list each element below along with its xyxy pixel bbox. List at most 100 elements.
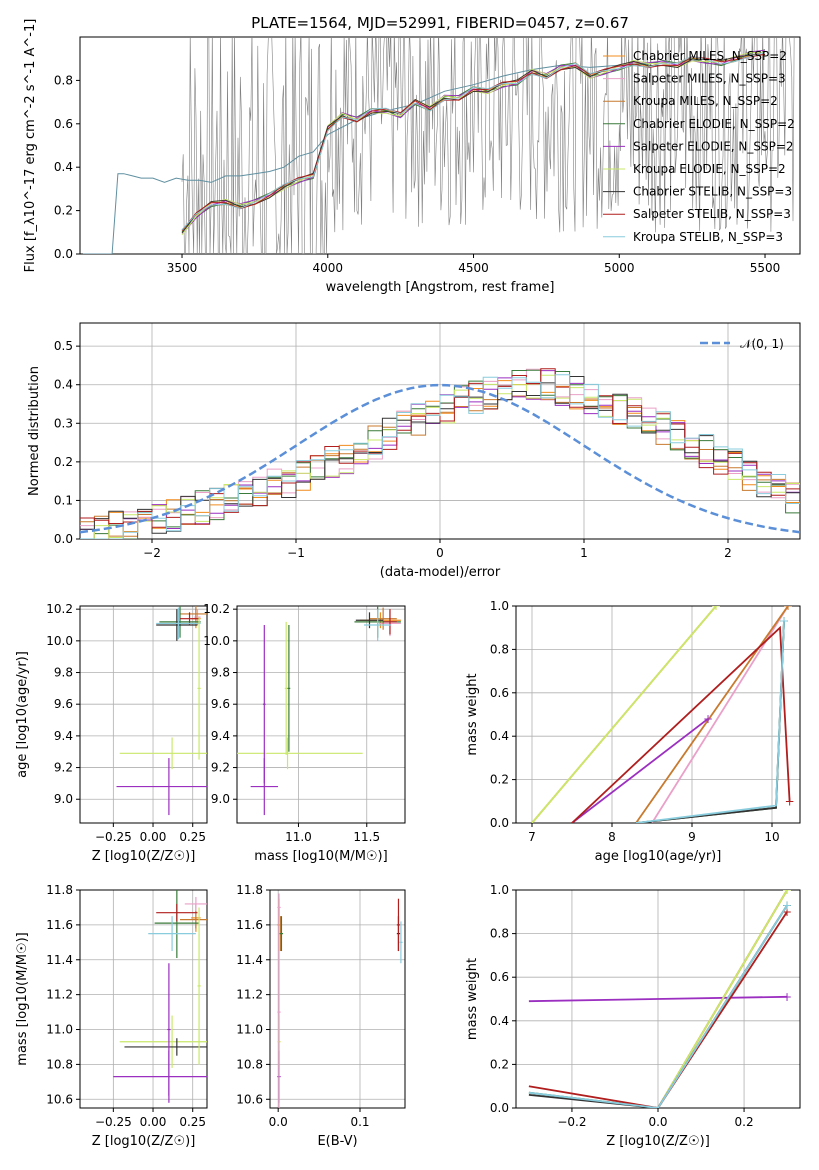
y-tick-label: 10.8 xyxy=(46,1057,73,1071)
y-tick-label: 1.0 xyxy=(490,599,509,613)
y-tick-label: 0.6 xyxy=(54,117,73,131)
x-axis-label: mass [log10(M/M☉)] xyxy=(254,849,387,864)
cumulative-line-4 xyxy=(571,718,709,823)
marker-plus: + xyxy=(711,599,721,613)
y-tick-label: 0.2 xyxy=(54,455,73,469)
panel-mass_vs_age: 11.0 11.5 9.0 9.2 9.4 9.6 9.8 10.0 10.2 mass [log… xyxy=(203,602,406,864)
axes-frame xyxy=(79,36,801,255)
y-axis-label: mass weight xyxy=(465,958,480,1040)
cumulative-line-5 xyxy=(531,606,717,823)
y-tick-label: 9.2 xyxy=(211,761,230,775)
y-tick-label: 0.8 xyxy=(54,73,73,87)
x-tick-label: 5000 xyxy=(604,261,635,275)
marker-plus: + xyxy=(703,712,713,726)
x-tick-label: −1 xyxy=(287,546,305,560)
cumulative-line-7 xyxy=(571,625,791,823)
y-tick-label: 0.6 xyxy=(490,686,509,700)
y-tick-label: 0.5 xyxy=(54,339,73,353)
legend-label: Salpeter MILES, N_SSP=3 xyxy=(633,72,786,86)
marker-plus: + xyxy=(782,883,792,897)
y-tick-label: 0.4 xyxy=(490,1014,509,1028)
model-fit-7 xyxy=(181,53,766,231)
panel-EBV_vs_mass: 0.0 0.1 10.6 10.8 11.0 11.2 11.4 11.6 11.8 E(B-V) xyxy=(236,883,406,1149)
y-tick-label: 10.6 xyxy=(236,1092,263,1106)
x-tick-label: 0 xyxy=(436,546,444,560)
y-tick-label: 0.2 xyxy=(490,773,509,787)
y-tick-label: 10.0 xyxy=(46,634,73,648)
uv-continuum-model xyxy=(82,58,707,254)
y-tick-label: 9.2 xyxy=(54,761,73,775)
y-tick-label: 10.8 xyxy=(236,1057,263,1071)
y-tick-label: 9.0 xyxy=(54,792,73,806)
y-tick-label: 0.2 xyxy=(490,1057,509,1071)
legend-label: Kroupa STELIB, N_SSP=3 xyxy=(633,230,783,244)
histogram-step-7 xyxy=(80,368,800,528)
x-tick-label: 4000 xyxy=(312,261,343,275)
y-axis-label: Normed distribution xyxy=(27,366,42,496)
y-axis-label: mass [log10(M/M☉)] xyxy=(15,932,30,1065)
x-axis-label: age [log10(age/yr)] xyxy=(595,849,722,864)
x-tick-label: 9 xyxy=(688,830,696,844)
legend-label: Chabrier STELIB, N_SSP=3 xyxy=(633,185,792,199)
y-tick-label: 0.1 xyxy=(54,493,73,507)
x-axis-label: Z [log10(Z/Z☉)] xyxy=(606,1134,710,1149)
panel-spectrum: 3500 4000 4500 5000 5500 0.0 0.2 0.4 0.6 0.8 wavel… xyxy=(23,19,801,295)
y-tick-label: 11.0 xyxy=(46,1023,73,1037)
marker-plus: + xyxy=(783,599,793,613)
y-tick-label: 11.8 xyxy=(236,883,263,897)
x-tick-label: 0.0 xyxy=(269,1115,288,1129)
axes-frame xyxy=(515,605,801,824)
legend-label: 𝒩(0, 1) xyxy=(740,337,784,351)
model-fit-6 xyxy=(181,54,766,234)
panel-Z_vs_mass: −0.25 0.00 0.25 10.6 10.8 11.0 11.2 11.4 11.6 11.… xyxy=(15,883,208,1149)
marker-plus: + xyxy=(779,614,789,628)
cumulative-line-5 xyxy=(657,890,788,1108)
x-axis-label: wavelength [Angstrom, rest frame] xyxy=(326,280,555,295)
y-tick-label: 0.4 xyxy=(54,160,73,174)
marker-plus: + xyxy=(782,883,792,897)
y-tick-label: 0.0 xyxy=(490,816,509,830)
y-tick-label: 0.0 xyxy=(54,532,73,546)
x-tick-label: 5500 xyxy=(750,261,781,275)
cumulative-line-8 xyxy=(528,904,788,1108)
marker-plus: + xyxy=(782,898,792,912)
legend-label: Chabrier MILES, N_SSP=2 xyxy=(633,49,787,63)
marker-plus: + xyxy=(783,599,793,613)
y-tick-label: 11.6 xyxy=(236,918,263,932)
y-tick-label: 11.6 xyxy=(46,918,73,932)
panel-age_cumulative: 7 8 9 10 0.0 0.2 0.4 0.6 0.8 1.0 age [log10(age/yr… xyxy=(465,599,801,864)
y-tick-label: 1.0 xyxy=(490,883,509,897)
x-tick-label: −2 xyxy=(143,546,161,560)
histogram-step-8 xyxy=(80,374,800,539)
marker-plus: + xyxy=(782,905,792,919)
y-tick-label: 9.6 xyxy=(211,697,230,711)
x-tick-label: 0.00 xyxy=(140,1115,167,1129)
x-tick-label: 3500 xyxy=(167,261,198,275)
y-tick-label: 0.0 xyxy=(54,247,73,261)
errorbar-data xyxy=(116,606,207,816)
x-tick-label: 10 xyxy=(764,830,779,844)
y-tick-label: 0.4 xyxy=(54,378,73,392)
marker-plus: + xyxy=(782,898,792,912)
x-tick-label: 0.25 xyxy=(179,830,206,844)
figure-title: PLATE=1564, MJD=52991, FIBERID=0457, z=0… xyxy=(251,14,629,32)
x-axis-label: Z [log10(Z/Z☉)] xyxy=(92,849,196,864)
y-tick-label: 0.3 xyxy=(54,416,73,430)
x-axis-label: E(B-V) xyxy=(317,1134,357,1149)
x-tick-label: 0.1 xyxy=(350,1115,369,1129)
y-tick-label: 11.4 xyxy=(236,953,263,967)
x-tick-label: 11.5 xyxy=(353,830,380,844)
axes-frame xyxy=(269,889,406,1109)
y-axis-label: Flux [f_λ10^-17 erg cm^-2 s^-1 A^-1] xyxy=(23,19,38,273)
x-tick-label: 4500 xyxy=(458,261,489,275)
normal-curve xyxy=(80,383,800,534)
x-tick-label: 11.0 xyxy=(285,830,312,844)
y-axis-label: mass weight xyxy=(465,673,480,755)
legend-label: Salpeter STELIB, N_SSP=3 xyxy=(633,207,791,221)
y-tick-label: 10.6 xyxy=(46,1092,73,1106)
axes-frame xyxy=(236,605,406,824)
errorbar-data xyxy=(277,893,403,1108)
observed-spectrum xyxy=(181,37,795,254)
y-tick-label: 9.4 xyxy=(211,729,230,743)
